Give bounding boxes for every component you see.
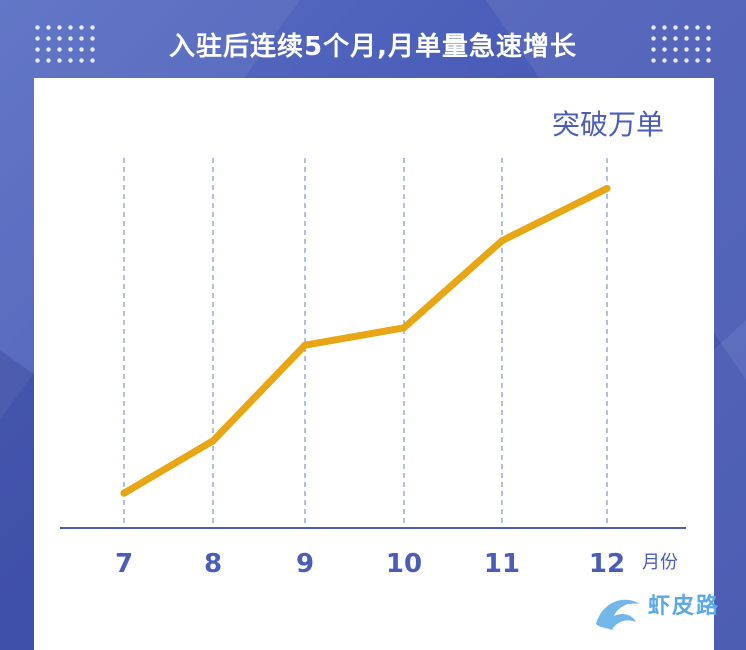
x-tick-label: 9 [296,549,314,579]
x-tick-label: 8 [204,549,222,579]
data-point [120,489,128,497]
chart-title: 入驻后连续5个月,月单量急速增长 [169,32,577,62]
x-tick-label: 10 [386,549,422,579]
chart-panel [34,78,714,650]
watermark-logo: 虾皮路 [588,584,728,640]
data-point [301,341,309,349]
dot-pattern-decoration [648,22,714,64]
dot-pattern-decoration [32,22,98,64]
x-tick-label: 12 [589,549,625,579]
series-line [120,185,611,497]
x-axis-unit-label: 月份 [642,552,678,573]
x-tick-label: 7 [115,549,133,579]
data-point [603,185,611,192]
x-tick-label: 11 [484,549,520,579]
watermark-text: 虾皮路 [648,594,721,619]
dragon-logo-icon [596,599,640,630]
data-point [209,437,217,445]
data-point [400,324,408,332]
data-point [498,237,506,245]
peak-annotation: 突破万单 [552,108,664,141]
